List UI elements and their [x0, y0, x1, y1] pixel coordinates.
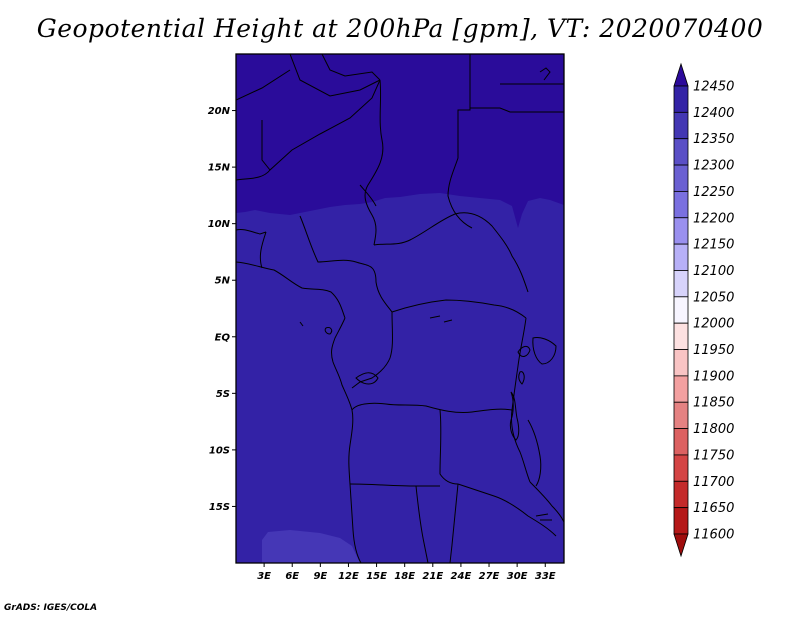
lon-tick-label: 3E — [257, 571, 271, 582]
colorbar-level-label: 11850 — [693, 396, 734, 411]
colorbar-level-label: 11650 — [693, 501, 734, 516]
lat-tick-label: 15S — [209, 502, 230, 513]
lon-tick-label: 33E — [535, 571, 556, 582]
longitude-ticks: 3E 6E 9E 12E 15E 18E 21E 24E 27E 30E 33E — [257, 563, 556, 582]
colorbar-level-label: 12100 — [693, 264, 734, 279]
colorbar-swatch — [673, 243, 689, 271]
lat-tick-label: 5S — [216, 389, 230, 400]
lat-tick-label: EQ — [215, 332, 231, 343]
height-field-south-patch — [262, 530, 360, 563]
lon-tick-label: 30E — [507, 571, 528, 582]
colorbar-swatch — [673, 138, 689, 166]
colorbar-level-label: 11900 — [693, 369, 734, 384]
colorbar-bottom-arrow — [673, 533, 689, 558]
lat-tick-label: 10S — [209, 445, 230, 456]
colorbar-swatch — [673, 507, 689, 535]
colorbar-swatch — [673, 111, 689, 140]
colorbar-swatch — [673, 480, 689, 509]
lon-tick-label: 9E — [313, 571, 327, 582]
colorbar-level-label: 12350 — [693, 132, 734, 147]
chart-title: Geopotential Height at 200hPa [gpm], VT:… — [36, 14, 764, 43]
colorbar-swatch — [673, 375, 689, 403]
colorbar-level-label: 12300 — [693, 159, 734, 174]
colorbar-level-label: 12400 — [693, 106, 734, 121]
lat-tick-label: 15N — [208, 163, 231, 174]
lon-tick-label: 24E — [451, 571, 472, 582]
colorbar-level-label: 12150 — [693, 238, 734, 253]
colorbar-swatch — [673, 454, 689, 482]
colorbar-swatch — [673, 217, 689, 245]
latitude-ticks: 20N 15N 10N 5N EQ 5S 10S 15S — [208, 106, 236, 513]
colorbar-swatch — [673, 296, 689, 324]
colorbar-level-label: 11750 — [693, 448, 734, 463]
lat-tick-label: 20N — [208, 106, 231, 117]
colorbar: 12450 12400 12350 12300 12250 12200 12150 12100… — [673, 62, 734, 558]
colorbar-swatch — [673, 164, 689, 192]
coastlines-and-borders — [236, 54, 564, 563]
lon-tick-label: 15E — [366, 571, 387, 582]
lon-tick-label: 12E — [338, 571, 359, 582]
lon-tick-label: 27E — [479, 571, 500, 582]
lon-tick-label: 18E — [394, 571, 415, 582]
height-field-north-band — [236, 54, 564, 228]
colorbar-level-label: 12000 — [693, 317, 734, 332]
lat-tick-label: 5N — [215, 276, 231, 287]
colorbar-swatch — [673, 322, 689, 350]
colorbar-level-label: 11700 — [693, 475, 734, 490]
lat-tick-label: 10N — [208, 219, 231, 230]
colorbar-level-label: 11950 — [693, 343, 734, 358]
colorbar-swatch — [673, 191, 689, 219]
colorbar-swatch — [673, 349, 689, 377]
colorbar-swatch — [673, 428, 689, 456]
lon-tick-label: 21E — [422, 571, 443, 582]
colorbar-level-label: 12250 — [693, 185, 734, 200]
colorbar-level-label: 11800 — [693, 422, 734, 437]
colorbar-swatch — [673, 401, 689, 429]
lon-tick-label: 6E — [285, 571, 299, 582]
colorbar-swatch — [673, 85, 689, 113]
colorbar-top-arrow — [673, 62, 689, 87]
grads-credit: GrADS: IGES/COLA — [4, 603, 98, 613]
colorbar-level-label: 12450 — [693, 80, 734, 95]
colorbar-level-label: 12200 — [693, 211, 734, 226]
colorbar-level-label: 11600 — [693, 528, 734, 543]
map-frame — [235, 53, 565, 564]
colorbar-swatch — [673, 270, 689, 298]
map-panel — [236, 54, 564, 563]
colorbar-level-label: 12050 — [693, 290, 734, 305]
